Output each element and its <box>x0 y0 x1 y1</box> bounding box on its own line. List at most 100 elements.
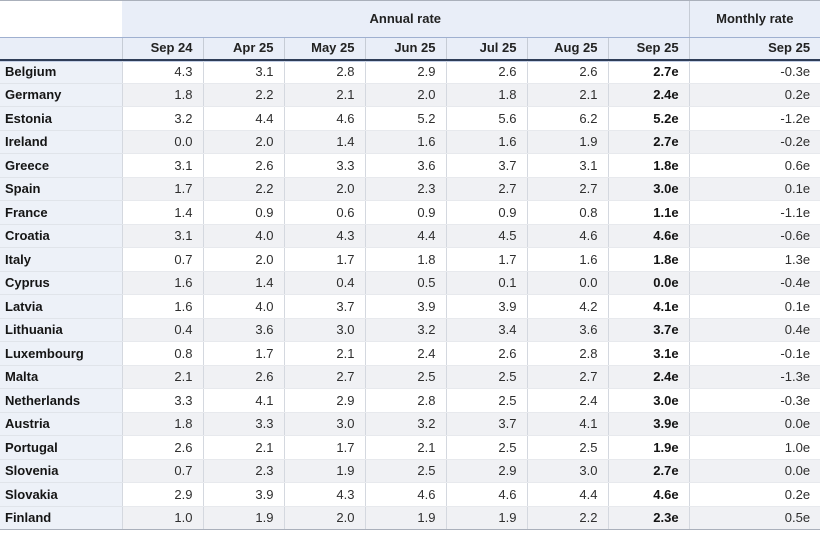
monthly-value-cell: -0.3e <box>688 59 820 84</box>
annual-value-cell: 1.7 <box>283 435 365 460</box>
annual-value-cell: 2.1 <box>121 365 203 389</box>
country-cell: France <box>0 200 122 225</box>
annual-value-cell: 3.0 <box>526 459 608 483</box>
annual-value-cell: 3.1 <box>121 153 203 178</box>
annual-value-cell: 3.6 <box>202 318 284 342</box>
month-column-header: Sep 24 <box>121 37 203 61</box>
annual-value-cell: 1.9e <box>607 435 690 460</box>
monthly-value-cell: 0.6e <box>688 153 820 178</box>
annual-value-cell: 2.3e <box>607 506 690 530</box>
annual-value-cell: 2.1 <box>283 341 365 366</box>
annual-value-cell: 2.9 <box>445 459 527 483</box>
table-row: Spain 1.7 2.2 2.0 2.3 2.7 2.7 3.0e 0.1e <box>0 177 820 201</box>
country-cell: Estonia <box>0 106 122 131</box>
annual-value-cell: 3.2 <box>121 106 203 131</box>
annual-value-cell: 4.6 <box>445 482 527 507</box>
table-row: Malta 2.1 2.6 2.7 2.5 2.5 2.7 2.4e -1.3e <box>0 365 820 389</box>
annual-value-cell: 2.6 <box>445 341 527 366</box>
annual-value-cell: 1.9 <box>526 130 608 154</box>
annual-value-cell: 4.1 <box>526 412 608 436</box>
monthly-value-cell: -1.2e <box>688 106 820 131</box>
country-cell: Croatia <box>0 224 122 248</box>
annual-value-cell: 2.1 <box>364 435 446 460</box>
annual-value-cell: 3.6 <box>364 153 446 178</box>
annual-value-cell: 4.3 <box>283 482 365 507</box>
annual-value-cell: 0.0 <box>121 130 203 154</box>
monthly-value-cell: -0.2e <box>688 130 820 154</box>
country-cell: Austria <box>0 412 122 436</box>
annual-value-cell: 2.7 <box>526 365 608 389</box>
monthly-value-cell: 0.5e <box>688 506 820 530</box>
monthly-value-cell: 1.3e <box>688 247 820 272</box>
annual-value-cell: 4.6 <box>364 482 446 507</box>
monthly-value-cell: -0.6e <box>688 224 820 248</box>
monthly-value-cell: -0.3e <box>688 388 820 413</box>
table-row: Slovakia 2.9 3.9 4.3 4.6 4.6 4.4 4.6e 0.2e <box>0 482 820 507</box>
annual-value-cell: 4.6e <box>607 482 690 507</box>
annual-value-cell: 3.9e <box>607 412 690 436</box>
annual-value-cell: 2.5 <box>526 435 608 460</box>
month-column-header: Jul 25 <box>445 37 527 61</box>
annual-value-cell: 3.0 <box>283 318 365 342</box>
table-row: France 1.4 0.9 0.6 0.9 0.9 0.8 1.1e -1.1e <box>0 200 820 225</box>
annual-value-cell: 4.6 <box>283 106 365 131</box>
country-cell: Germany <box>0 83 122 107</box>
annual-value-cell: 4.6 <box>526 224 608 248</box>
table-row: Italy 0.7 2.0 1.7 1.8 1.7 1.6 1.8e 1.3e <box>0 247 820 272</box>
annual-value-cell: 1.6 <box>121 271 203 295</box>
annual-value-cell: 3.1e <box>607 341 690 366</box>
annual-value-cell: 3.7 <box>283 294 365 319</box>
country-cell: Spain <box>0 177 122 201</box>
annual-value-cell: 4.4 <box>526 482 608 507</box>
month-column-header: Jun 25 <box>364 37 446 61</box>
annual-value-cell: 2.6 <box>202 153 284 178</box>
table-body: Belgium 4.3 3.1 2.8 2.9 2.6 2.6 2.7e -0.3e German… <box>0 59 820 530</box>
annual-value-cell: 3.9 <box>445 294 527 319</box>
annual-value-cell: 0.1 <box>445 271 527 295</box>
table-row: Finland 1.0 1.9 2.0 1.9 1.9 2.2 2.3e 0.5e <box>0 506 820 530</box>
annual-rate-group-header: Annual rate <box>122 0 690 38</box>
annual-value-cell: 3.3 <box>121 388 203 413</box>
annual-value-cell: 0.9 <box>364 200 446 225</box>
annual-value-cell: 3.7e <box>607 318 690 342</box>
annual-value-cell: 3.1 <box>121 224 203 248</box>
annual-value-cell: 1.6 <box>526 247 608 272</box>
annual-value-cell: 3.7 <box>445 153 527 178</box>
annual-value-cell: 3.6 <box>526 318 608 342</box>
annual-value-cell: 4.3 <box>121 59 203 84</box>
annual-value-cell: 2.4 <box>364 341 446 366</box>
corner-cell <box>0 0 122 38</box>
annual-value-cell: 1.9 <box>445 506 527 530</box>
monthly-value-cell: 0.1e <box>688 294 820 319</box>
country-cell: Malta <box>0 365 122 389</box>
annual-value-cell: 2.0 <box>283 506 365 530</box>
table-row: Slovenia 0.7 2.3 1.9 2.5 2.9 3.0 2.7e 0.0e <box>0 459 820 483</box>
table-row: Portugal 2.6 2.1 1.7 2.1 2.5 2.5 1.9e 1.0e <box>0 435 820 460</box>
table-row: Luxembourg 0.8 1.7 2.1 2.4 2.6 2.8 3.1e -0.1e <box>0 341 820 366</box>
annual-value-cell: 5.2 <box>364 106 446 131</box>
annual-value-cell: 1.9 <box>202 506 284 530</box>
annual-value-cell: 3.1 <box>526 153 608 178</box>
country-cell: Portugal <box>0 435 122 460</box>
annual-value-cell: 1.6 <box>445 130 527 154</box>
annual-value-cell: 2.4e <box>607 83 690 107</box>
month-column-header: May 25 <box>283 37 365 61</box>
annual-value-cell: 3.2 <box>364 412 446 436</box>
annual-value-cell: 3.9 <box>364 294 446 319</box>
hicp-inflation-table: Annual rate Monthly rate Sep 24 Apr 25 M… <box>0 0 820 530</box>
annual-value-cell: 0.7 <box>121 459 203 483</box>
annual-value-cell: 2.6 <box>526 59 608 84</box>
annual-value-cell: 1.7 <box>121 177 203 201</box>
annual-value-cell: 2.6 <box>121 435 203 460</box>
annual-value-cell: 2.7e <box>607 59 690 84</box>
annual-value-cell: 6.2 <box>526 106 608 131</box>
annual-value-cell: 2.1 <box>526 83 608 107</box>
annual-value-cell: 1.8 <box>121 83 203 107</box>
annual-value-cell: 4.1e <box>607 294 690 319</box>
annual-value-cell: 2.3 <box>202 459 284 483</box>
monthly-value-cell: 0.0e <box>688 459 820 483</box>
country-cell: Netherlands <box>0 388 122 413</box>
annual-value-cell: 3.7 <box>445 412 527 436</box>
annual-value-cell: 2.9 <box>364 59 446 84</box>
monthly-value-cell: 1.0e <box>688 435 820 460</box>
